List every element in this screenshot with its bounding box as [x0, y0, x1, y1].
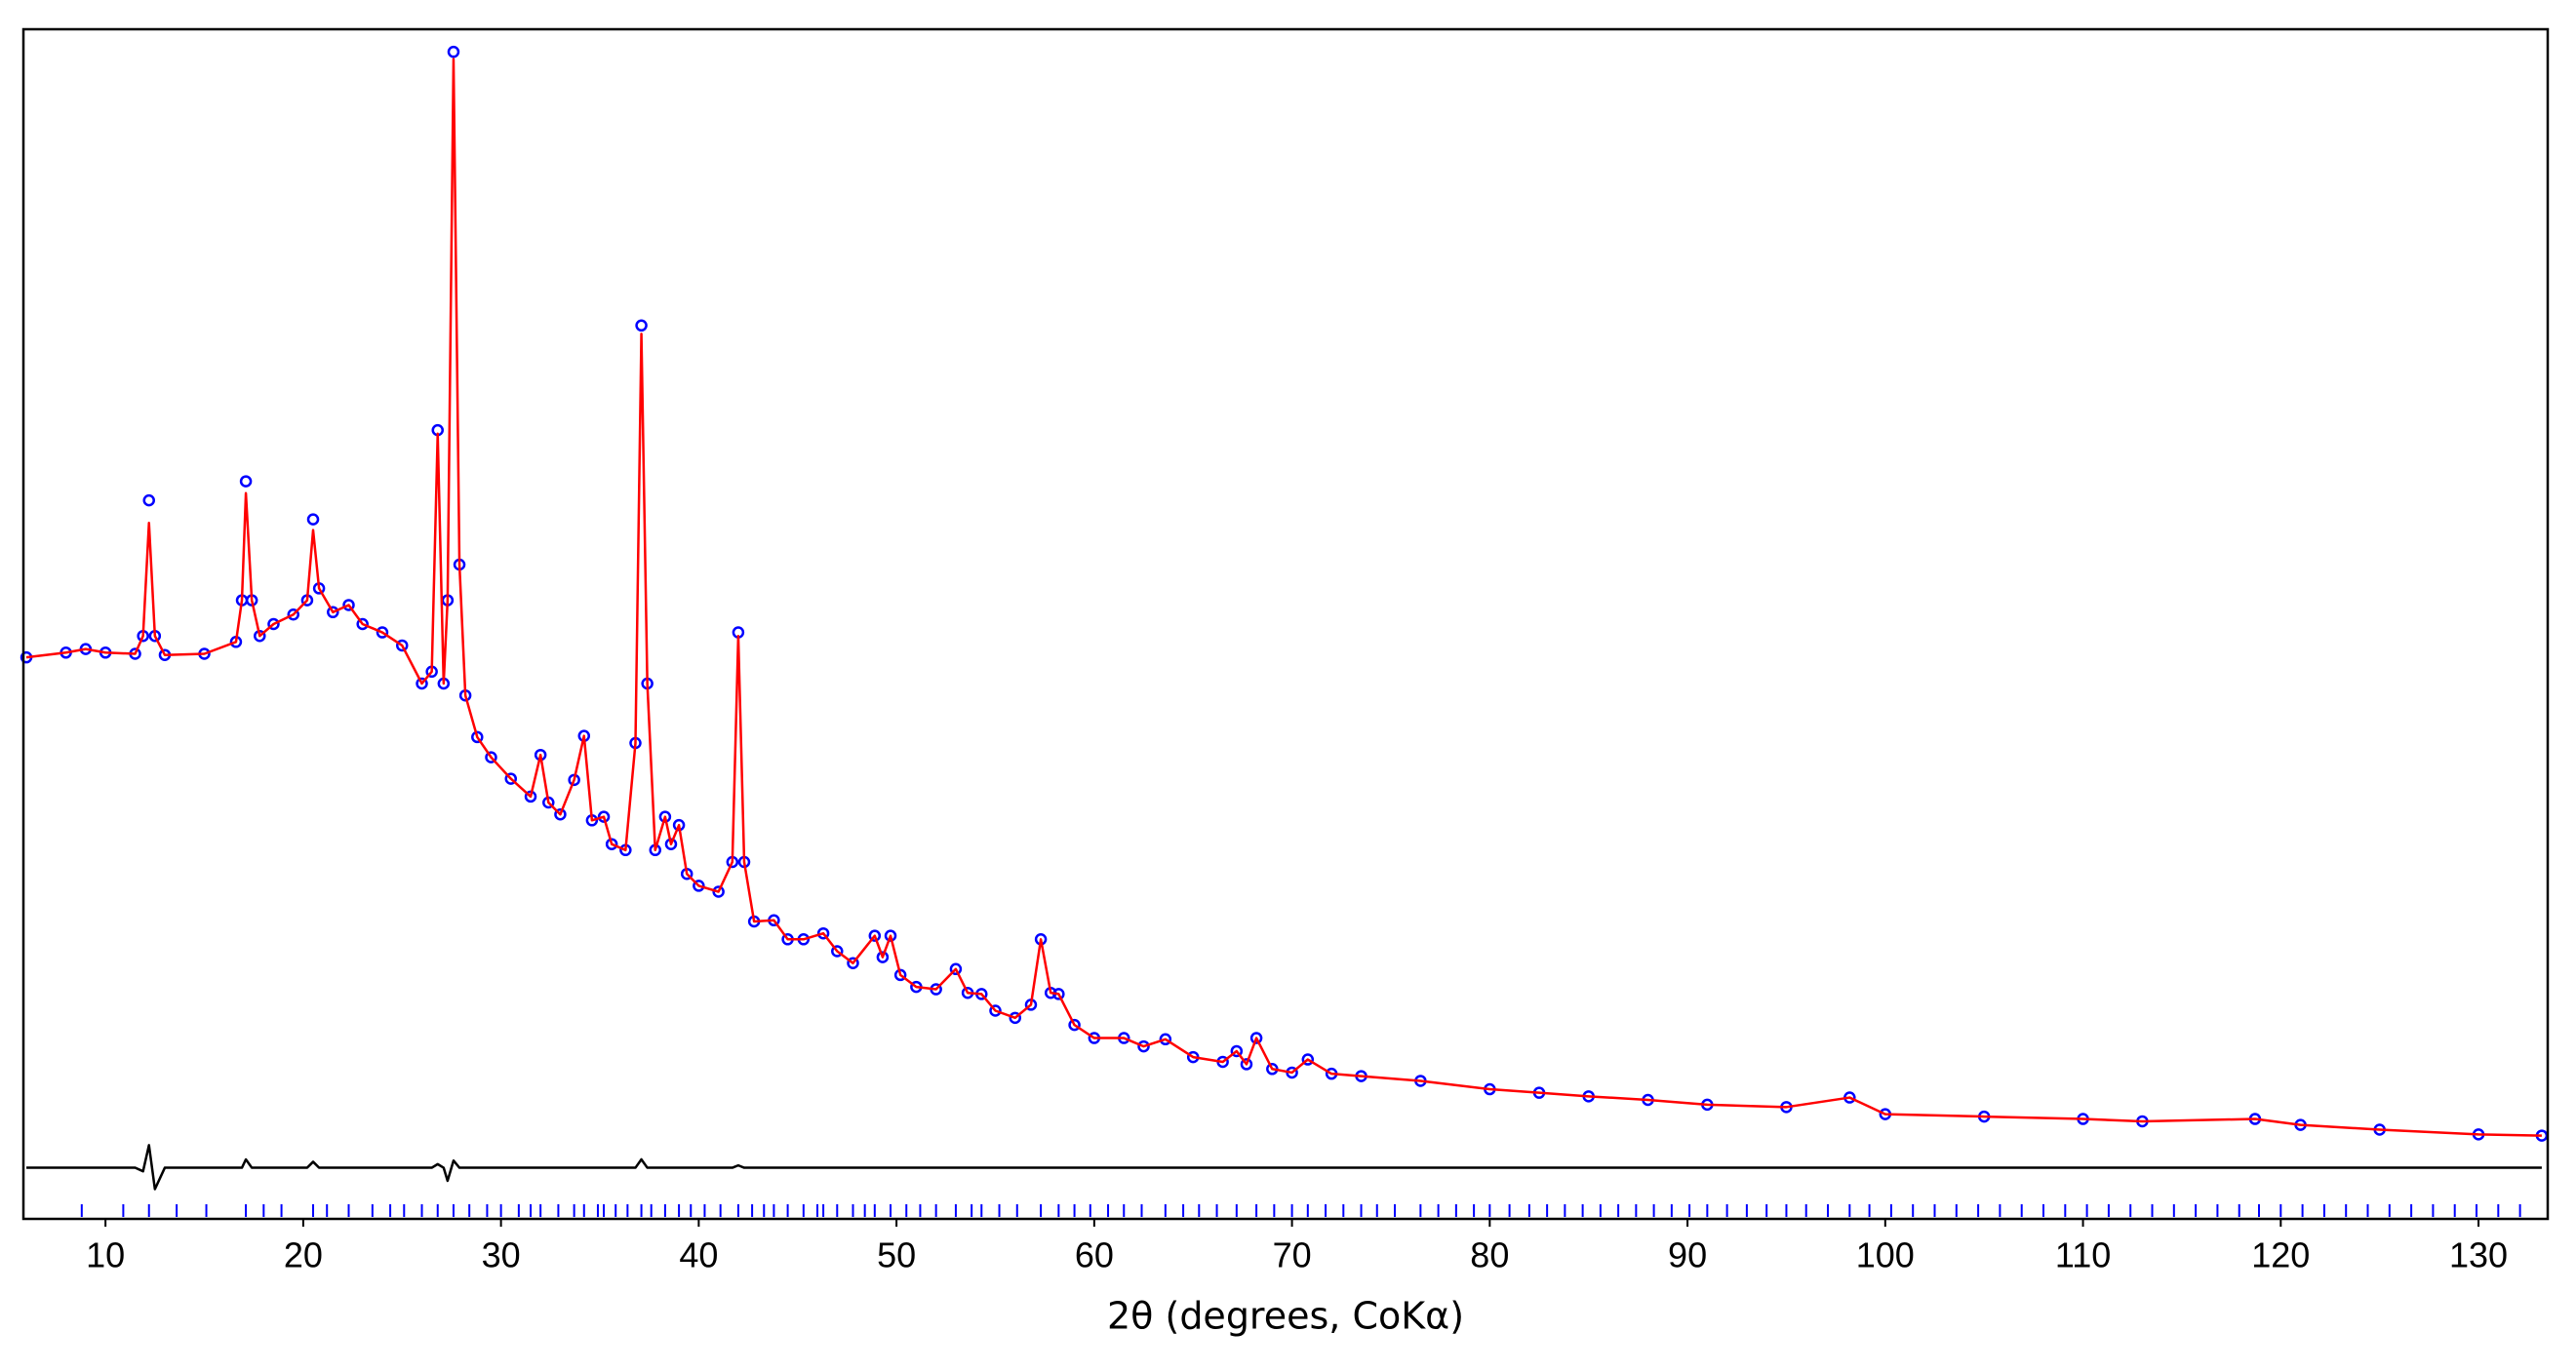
observed-point [1009, 1011, 1022, 1025]
observed-point [989, 1004, 1002, 1017]
observed-point [1230, 1044, 1244, 1058]
x-tick-label: 20 [284, 1235, 323, 1275]
x-tick-label: 40 [679, 1235, 718, 1275]
observed-point [693, 880, 705, 892]
x-tick-label: 10 [86, 1235, 125, 1275]
x-tick-label: 70 [1273, 1235, 1312, 1275]
x-tick-label: 90 [1668, 1235, 1707, 1275]
observed-point [447, 45, 460, 59]
x-tick-label: 130 [2449, 1235, 2508, 1275]
observed-point [342, 599, 355, 611]
observed-point [949, 962, 963, 976]
x-tick-label: 120 [2251, 1235, 2310, 1275]
observed-point [1159, 1033, 1172, 1046]
observed-point [816, 926, 830, 940]
observed-point [847, 957, 859, 969]
observed-point [605, 838, 618, 850]
observed-point [287, 607, 299, 621]
observed-point [868, 929, 882, 942]
observed-point [635, 319, 648, 333]
curve [26, 1144, 2542, 1191]
observed-point [471, 730, 484, 744]
observed-point [712, 885, 725, 898]
observed-point [306, 513, 320, 526]
observed-point [376, 626, 389, 639]
observed-point [239, 475, 253, 488]
x-tick-label: 60 [1075, 1235, 1114, 1275]
observed-point [554, 807, 567, 821]
observed-point [1068, 1018, 1081, 1032]
plot-frame [21, 27, 2550, 1221]
observed-point [597, 810, 611, 823]
observed-point [142, 493, 155, 507]
observed-point [831, 945, 844, 958]
x-tick-label: 50 [877, 1235, 916, 1275]
observed-point [267, 617, 280, 631]
observed-point [356, 617, 369, 631]
observed-point [396, 639, 409, 652]
x-tick-label: 100 [1856, 1235, 1915, 1275]
observed-point [1301, 1053, 1315, 1066]
observed-point [485, 751, 497, 764]
observed-point [1137, 1039, 1150, 1053]
curve [25, 58, 2542, 1137]
observed-point [504, 772, 518, 785]
observed-point [876, 951, 890, 963]
x-axis-label: 2θ (degrees, CoKα) [1107, 1295, 1464, 1338]
observed-point [416, 677, 428, 690]
x-tick-label: 110 [2055, 1235, 2111, 1275]
observed-point [1249, 1032, 1263, 1044]
x-tick-label: 30 [482, 1235, 521, 1275]
x-tick-label: 80 [1470, 1235, 1509, 1275]
observed-point [1240, 1058, 1253, 1071]
observed-point [327, 606, 339, 619]
